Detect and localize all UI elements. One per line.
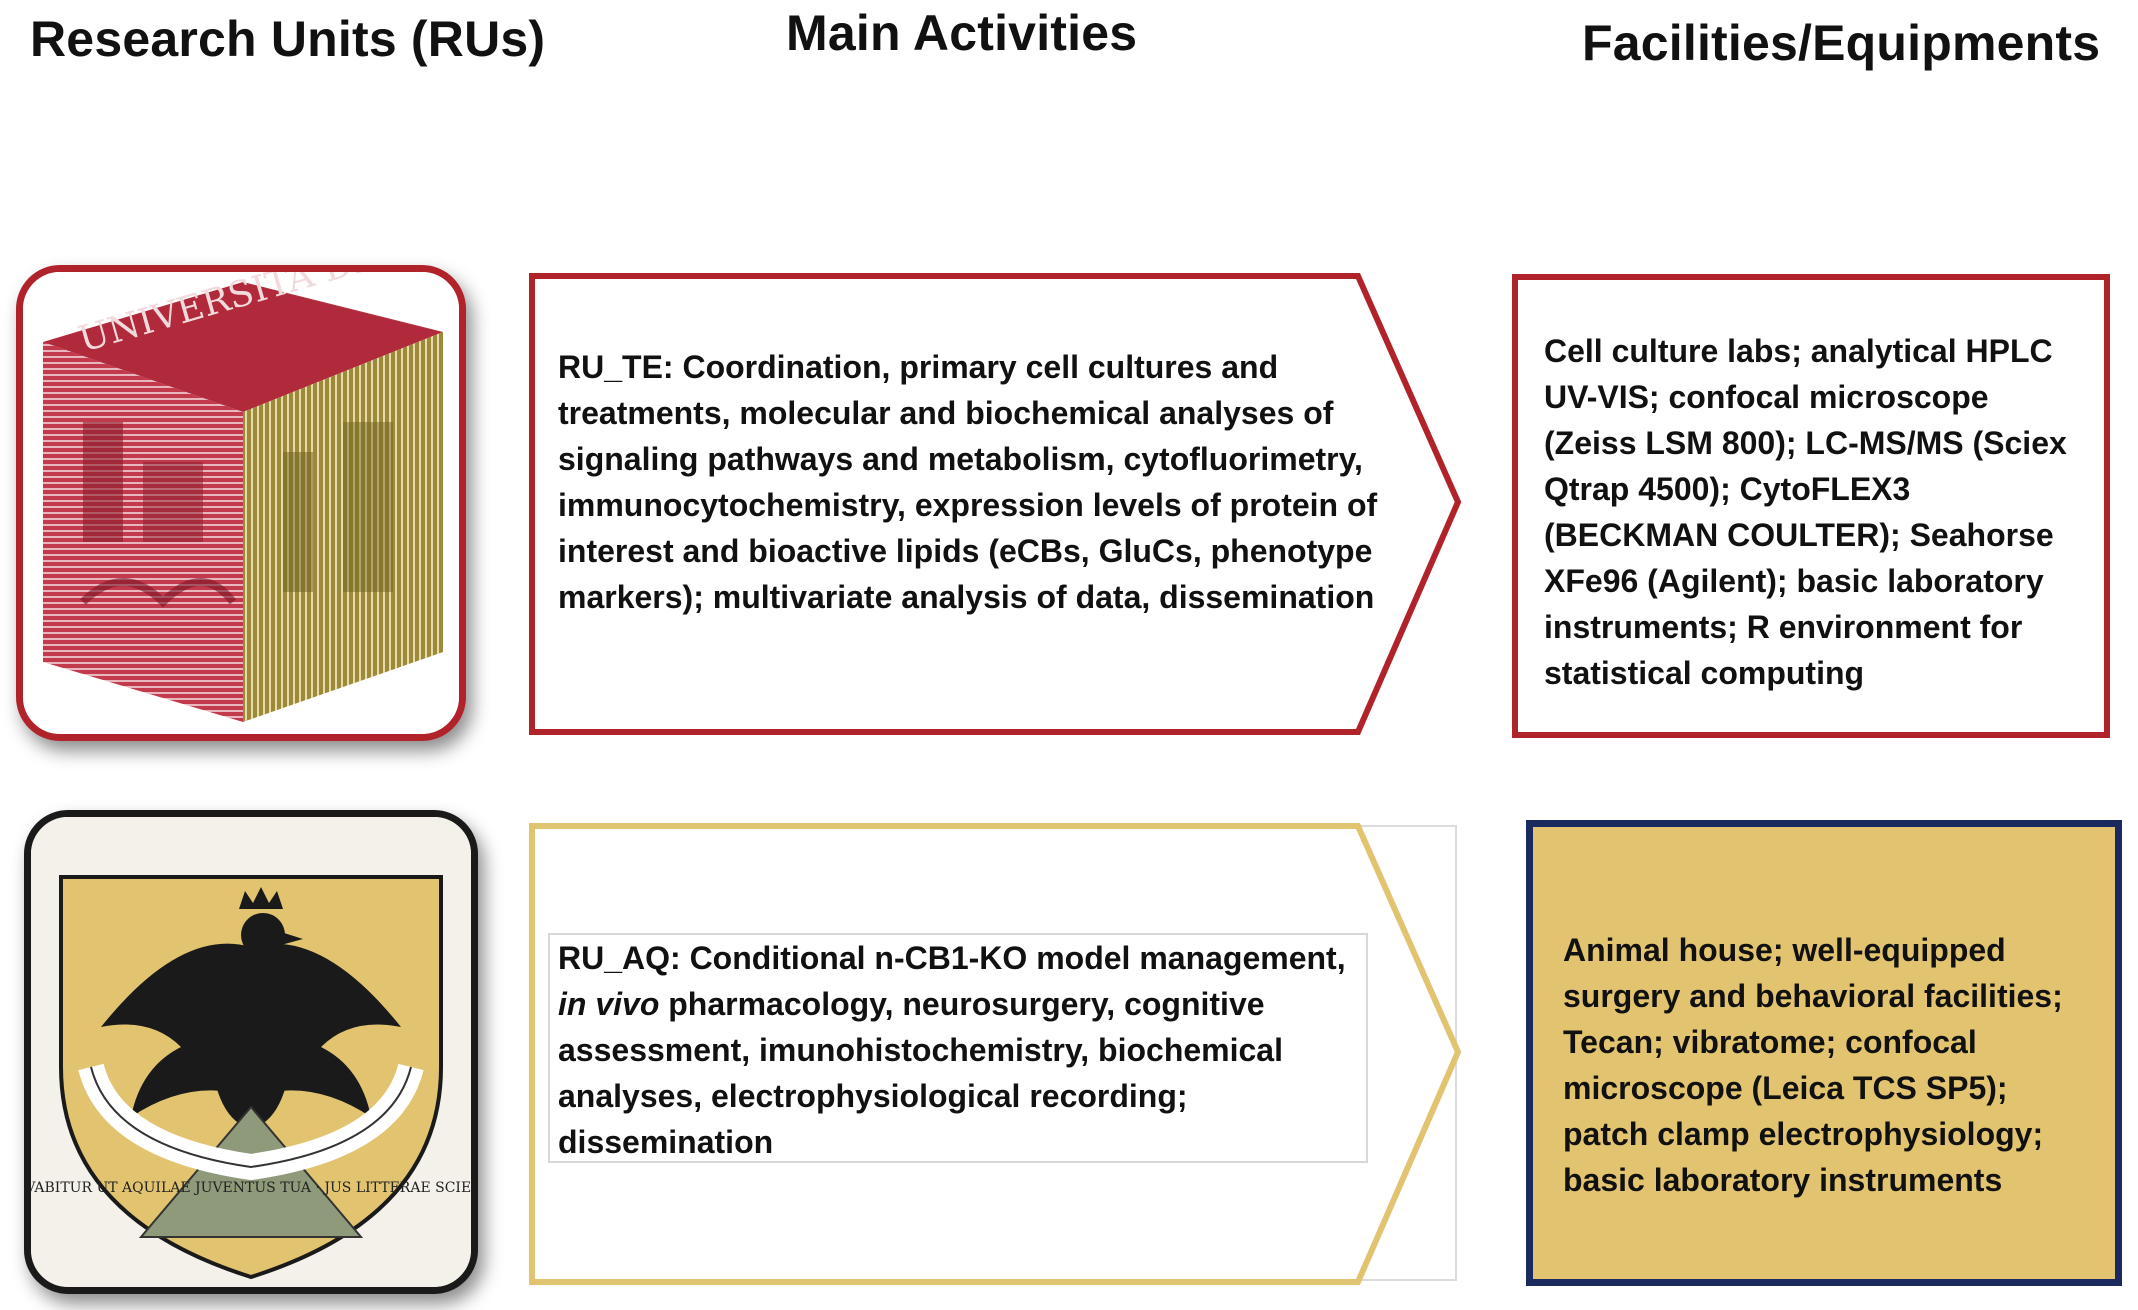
activity-text-te: RU_TE: Coordination, primary cell cultur… (558, 349, 1378, 615)
activity-arrow-te: RU_TE: Coordination, primary cell cultur… (528, 270, 1473, 740)
facilities-box-te: Cell culture labs; analytical HPLC UV-VI… (1512, 274, 2110, 738)
activity-text-aq-italic: in vivo (558, 986, 660, 1022)
activity-textbox-aq (548, 933, 1368, 1163)
header-facilities: Facilities/Equipments (1582, 15, 2101, 71)
facilities-text-aq: Animal house; well-equipped surgery and … (1563, 932, 2063, 1198)
activity-text-aq-part1: RU_AQ: Conditional n-CB1-KO model manage… (558, 940, 1346, 976)
header-research-units: Research Units (RUs) (30, 11, 546, 67)
facilities-text-te: Cell culture labs; analytical HPLC UV-VI… (1544, 333, 2067, 691)
activity-arrow-aq: RU_AQ: Conditional n-CB1-KO model manage… (528, 820, 1473, 1290)
university-of-teramo-cube-logo-icon: UNIVERSITA DEGLI STUDI DI TERAMO (16, 265, 466, 741)
header-main-activities: Main Activities (786, 5, 1138, 61)
activity-text-aq: RU_AQ: Conditional n-CB1-KO model manage… (558, 935, 1368, 1165)
facilities-box-aq: Animal house; well-equipped surgery and … (1526, 820, 2122, 1286)
laquila-logo-text: REVOVABITUR UT AQUILAE JUVENTUS TUA · JU… (31, 1180, 471, 1196)
university-of-laquila-eagle-crest-logo-icon: REVOVABITUR UT AQUILAE JUVENTUS TUA · JU… (24, 810, 478, 1294)
activity-text-aq-part2: pharmacology, neurosurgery, cognitive as… (558, 986, 1283, 1160)
